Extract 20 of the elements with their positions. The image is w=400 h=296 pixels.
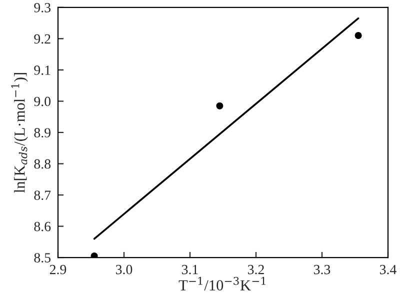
y-tick-label: 8.7 [34, 190, 51, 200]
y-tick-label: 8.9 [34, 128, 50, 138]
x-tick-label: 3.1 [182, 264, 198, 274]
x-tick-label: 3.0 [116, 264, 132, 274]
x-tick-label: 3.2 [248, 264, 264, 274]
x-tick-label: 3.4 [380, 264, 396, 274]
point [354, 32, 362, 40]
x-tick-label: 3.3 [314, 264, 330, 274]
y-tick-label: 8.8 [34, 159, 51, 169]
y-tick-label: 9.3 [34, 3, 51, 12]
point [90, 252, 98, 258]
y-tick-label: 8.6 [34, 222, 51, 232]
x-tick-label: 2.9 [50, 264, 66, 274]
y-tick-label: 9.2 [34, 34, 50, 44]
x-axis-title: T$^{−1}$/10$^{−3}$K$^{−1}$ [178, 276, 266, 290]
y-axis-title: ln[K$_{ads}$/(L·mol$^{−1}$)] [11, 73, 28, 193]
y-tick-label: 9.0 [34, 96, 51, 106]
y-tick-label: 9.1 [34, 66, 50, 75]
point [216, 102, 224, 110]
y-tick-label: 8.5 [34, 253, 51, 263]
